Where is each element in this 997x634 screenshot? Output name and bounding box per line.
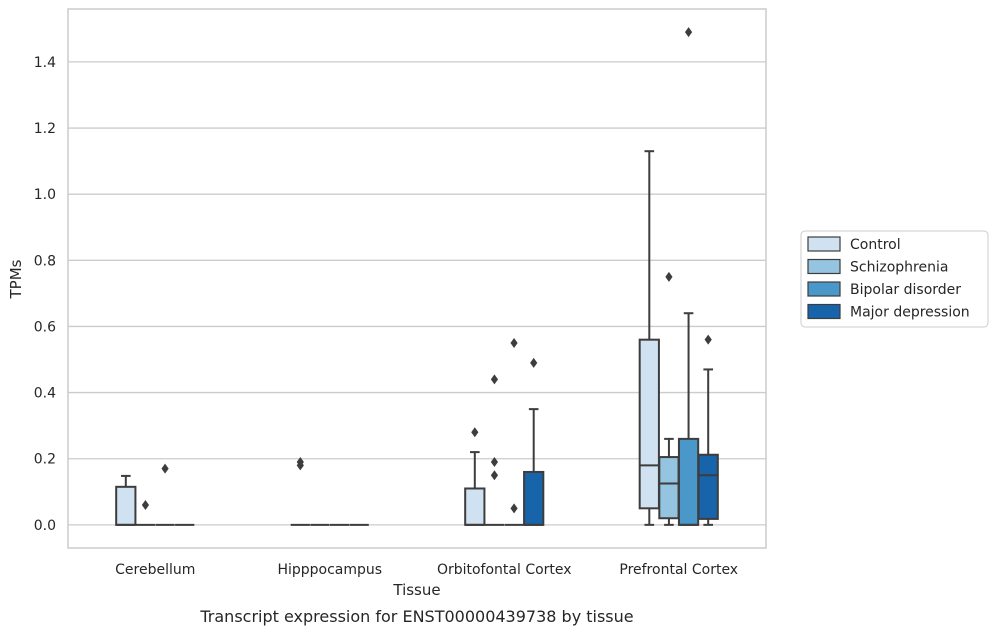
outlier-point — [704, 334, 712, 345]
box-control — [290, 457, 310, 526]
outlier-point — [490, 374, 499, 385]
x-tick-labels: Cerebellum Hipppocampus Orbitofontal Corte… — [115, 562, 738, 578]
legend-label: Bipolar disorder — [850, 282, 961, 298]
legend-label: Control — [850, 237, 901, 253]
outlier-point — [490, 457, 499, 468]
outlier-point — [471, 427, 479, 438]
plot-frame — [67, 8, 767, 549]
outlier-point — [161, 463, 169, 474]
box-body — [697, 453, 719, 520]
legend-swatch — [807, 303, 841, 320]
y-axis-label: TPMs — [7, 259, 25, 299]
outlier-point — [510, 503, 518, 514]
box-body — [115, 485, 137, 526]
y-tick-label: 0.2 — [34, 452, 56, 468]
y-tick-label: 1.0 — [34, 187, 56, 203]
box-schizophrenia — [484, 374, 505, 526]
box-schizophrenia — [135, 500, 156, 526]
y-tick-label: 0.0 — [34, 518, 56, 534]
box-major-depression — [523, 357, 545, 526]
legend-swatch — [807, 258, 841, 275]
outlier-point — [141, 500, 150, 511]
legend-label: Major depression — [850, 305, 970, 321]
x-tick-label: Orbitofontal Cortex — [437, 562, 572, 578]
box-groups — [115, 27, 719, 526]
x-axis-label: Tissue — [392, 581, 440, 599]
legend-swatch — [807, 281, 841, 297]
y-tick-label: 1.2 — [34, 121, 56, 137]
box-bipolar-disorder — [504, 337, 524, 526]
y-tick-label: 0.4 — [34, 386, 56, 402]
outlier-point — [684, 27, 693, 38]
outlier-point — [665, 271, 673, 282]
y-tick-label: 0.8 — [34, 253, 56, 269]
outlier-point — [530, 357, 538, 368]
box-body — [464, 487, 486, 526]
box-body — [523, 470, 545, 526]
box-bipolar-disorder — [155, 463, 175, 526]
box-body — [677, 437, 700, 526]
box-body — [658, 456, 680, 520]
box-schizophrenia — [658, 271, 680, 526]
outlier-point — [296, 457, 304, 468]
y-tick-labels: 0.0 0.2 0.4 0.6 0.8 1.0 1.2 1.4 — [34, 55, 56, 534]
outlier-point — [510, 337, 518, 348]
box-major-depression — [697, 334, 719, 526]
grid-lines — [68, 61, 766, 526]
box-bipolar-disorder — [677, 27, 700, 526]
x-tick-label: Prefrontal Cortex — [619, 562, 738, 578]
y-tick-label: 0.6 — [34, 319, 56, 335]
y-tick-label: 1.4 — [34, 55, 56, 71]
chart-caption: Transcript expression for ENST0000043973… — [199, 607, 633, 626]
box-control — [464, 427, 486, 526]
x-tick-label: Cerebellum — [115, 562, 195, 578]
legend-label: Schizophrenia — [850, 260, 948, 276]
legend-swatch — [807, 236, 841, 252]
box-control — [638, 150, 660, 526]
box-body — [638, 338, 660, 510]
box-control — [115, 474, 137, 526]
x-tick-label: Hipppocampus — [277, 562, 382, 578]
outlier-point — [490, 470, 499, 481]
legend-frame — [800, 230, 989, 328]
legend: Control Schizophrenia Bipolar disorder Majo… — [800, 230, 989, 328]
